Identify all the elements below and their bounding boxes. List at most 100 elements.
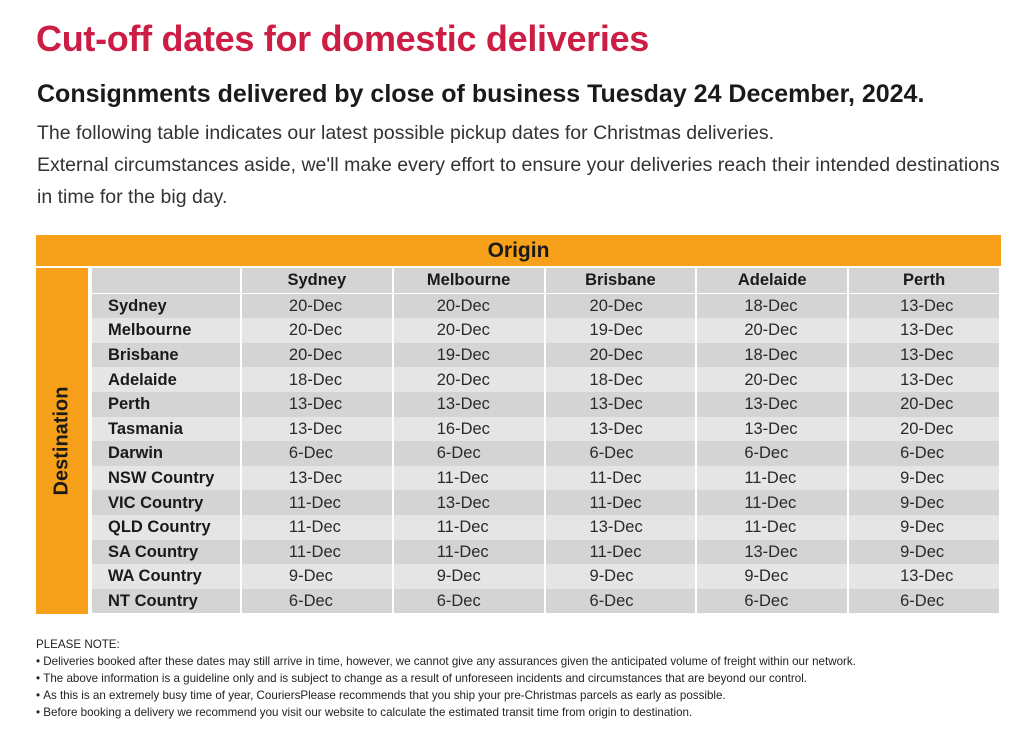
cutoff-date-cell: 6-Dec [241, 441, 392, 466]
notes-heading: PLEASE NOTE: [36, 638, 120, 651]
row-destination-label: Perth [92, 391, 240, 417]
cutoff-date-cell: 11-Dec [393, 539, 544, 565]
row-destination-label: SA Country [92, 539, 240, 565]
cutoff-table-block: Origin Destination Sydney Melbourne Bris… [36, 235, 1001, 614]
table-row: Darwin 6-Dec 6-Dec 6-Dec 6-Dec 6-Dec [92, 441, 999, 466]
cutoff-date-cell: 11-Dec [545, 465, 696, 491]
cutoff-date-cell: 20-Dec [849, 416, 999, 442]
cutoff-date-cell: 13-Dec [545, 514, 696, 540]
note-item: As this is an extremely busy time of yea… [36, 687, 1011, 704]
cutoff-date-cell: 11-Dec [697, 514, 848, 540]
cutoff-date-cell: 20-Dec [241, 293, 392, 319]
cutoff-date-cell: 6-Dec [697, 588, 848, 614]
cutoff-date-cell: 9-Dec [545, 564, 696, 589]
table-corner-cell [92, 268, 240, 294]
destination-label: Destination [50, 386, 73, 496]
cutoff-date-cell: 6-Dec [545, 441, 696, 466]
cutoff-date-cell: 18-Dec [697, 293, 848, 319]
table-row: Brisbane 20-Dec 19-Dec 20-Dec 18-Dec 13-Dec [92, 342, 999, 368]
cutoff-date-cell: 18-Dec [545, 367, 696, 392]
column-header: Melbourne [393, 268, 544, 294]
cutoff-date-cell: 11-Dec [241, 490, 392, 515]
cutoff-date-cell: 9-Dec [697, 564, 848, 589]
table-body: Sydney 20-Dec 20-Dec 20-Dec 18-Dec 13-Dec Melb… [92, 293, 999, 614]
cutoff-date-cell: 13-Dec [697, 539, 848, 565]
row-destination-label: NT Country [92, 588, 240, 614]
cutoff-date-cell: 20-Dec [545, 342, 696, 368]
note-item: The above information is a guideline onl… [36, 670, 1011, 687]
cutoff-date-cell: 13-Dec [697, 391, 848, 417]
cutoff-date-cell: 20-Dec [697, 367, 848, 392]
cutoff-date-cell: 20-Dec [697, 318, 848, 343]
table-row: Tasmania 13-Dec 16-Dec 13-Dec 13-Dec 20-Dec [92, 416, 999, 442]
cutoff-date-cell: 20-Dec [393, 318, 544, 343]
table-row: WA Country 9-Dec 9-Dec 9-Dec 9-Dec 13-Dec [92, 564, 999, 589]
column-header: Sydney [241, 268, 392, 294]
row-destination-label: Tasmania [92, 416, 240, 442]
cutoff-date-cell: 9-Dec [849, 539, 999, 565]
cutoff-date-cell: 13-Dec [545, 391, 696, 417]
cutoff-date-cell: 6-Dec [545, 588, 696, 614]
cutoff-date-cell: 13-Dec [393, 490, 544, 515]
cutoff-date-cell: 13-Dec [849, 367, 999, 392]
intro-paragraph: The following table indicates our latest… [37, 122, 775, 144]
note-item: Deliveries booked after these dates may … [36, 653, 1011, 670]
table-row: NT Country 6-Dec 6-Dec 6-Dec 6-Dec 6-Dec [92, 588, 999, 614]
origin-header: Origin [36, 235, 1001, 266]
notes-section: PLEASE NOTE: Deliveries booked after the… [36, 636, 1011, 721]
table-header-row: Sydney Melbourne Brisbane Adelaide Perth [92, 268, 999, 294]
cutoff-date-cell: 9-Dec [849, 514, 999, 540]
column-header: Brisbane [545, 268, 696, 294]
cutoff-date-cell: 6-Dec [393, 441, 544, 466]
cutoff-date-cell: 13-Dec [241, 391, 392, 417]
cutoff-date-cell: 13-Dec [241, 465, 392, 491]
cutoff-date-cell: 9-Dec [849, 490, 999, 515]
cutoff-date-cell: 11-Dec [393, 465, 544, 491]
table-row: Adelaide 18-Dec 20-Dec 18-Dec 20-Dec 13-Dec [92, 367, 999, 392]
cutoff-date-cell: 9-Dec [849, 465, 999, 491]
cutoff-date-cell: 20-Dec [393, 367, 544, 392]
row-destination-label: Brisbane [92, 342, 240, 368]
cutoff-date-cell: 13-Dec [697, 416, 848, 442]
column-header: Perth [849, 268, 999, 294]
notes-list: Deliveries booked after these dates may … [36, 653, 1011, 721]
row-destination-label: NSW Country [92, 465, 240, 491]
cutoff-date-cell: 20-Dec [849, 391, 999, 417]
row-destination-label: VIC Country [92, 490, 240, 515]
cutoff-date-cell: 13-Dec [849, 564, 999, 589]
cutoff-date-cell: 13-Dec [849, 293, 999, 319]
cutoff-date-cell: 16-Dec [393, 416, 544, 442]
row-destination-label: Sydney [92, 293, 240, 319]
cutoff-date-cell: 11-Dec [545, 490, 696, 515]
cutoff-date-cell: 9-Dec [393, 564, 544, 589]
cutoff-date-cell: 11-Dec [697, 490, 848, 515]
cutoff-date-cell: 6-Dec [849, 441, 999, 466]
row-destination-label: Melbourne [92, 318, 240, 343]
table-row: Melbourne 20-Dec 20-Dec 19-Dec 20-Dec 13-Dec [92, 318, 999, 343]
table-row: VIC Country 11-Dec 13-Dec 11-Dec 11-Dec 9-Dec [92, 490, 999, 515]
cutoff-date-cell: 6-Dec [393, 588, 544, 614]
cutoff-date-cell: 20-Dec [241, 342, 392, 368]
cutoff-date-cell: 19-Dec [393, 342, 544, 368]
cutoff-date-cell: 19-Dec [545, 318, 696, 343]
row-destination-label: WA Country [92, 564, 240, 589]
table-row: SA Country 11-Dec 11-Dec 11-Dec 13-Dec 9-Dec [92, 539, 999, 565]
table-row: Sydney 20-Dec 20-Dec 20-Dec 18-Dec 13-Dec [92, 293, 999, 319]
cutoff-date-cell: 11-Dec [545, 539, 696, 565]
table-row: QLD Country 11-Dec 11-Dec 13-Dec 11-Dec 9-Dec [92, 514, 999, 540]
table-row: Perth 13-Dec 13-Dec 13-Dec 13-Dec 20-Dec [92, 391, 999, 417]
cutoff-date-cell: 11-Dec [241, 514, 392, 540]
cutoff-date-cell: 13-Dec [241, 416, 392, 442]
destination-side-header: Destination [36, 268, 88, 614]
intro-text: The following table indicates our latest… [37, 117, 1012, 213]
row-destination-label: Adelaide [92, 367, 240, 392]
cutoff-date-cell: 18-Dec [241, 367, 392, 392]
cutoff-date-cell: 13-Dec [849, 342, 999, 368]
cutoff-date-cell: 13-Dec [545, 416, 696, 442]
page-title: Cut-off dates for domestic deliveries [36, 18, 650, 59]
cutoff-date-cell: 11-Dec [393, 514, 544, 540]
page-subtitle: Consignments delivered by close of busin… [37, 80, 925, 108]
cutoff-date-cell: 18-Dec [697, 342, 848, 368]
row-destination-label: Darwin [92, 441, 240, 466]
cutoff-date-cell: 20-Dec [241, 318, 392, 343]
